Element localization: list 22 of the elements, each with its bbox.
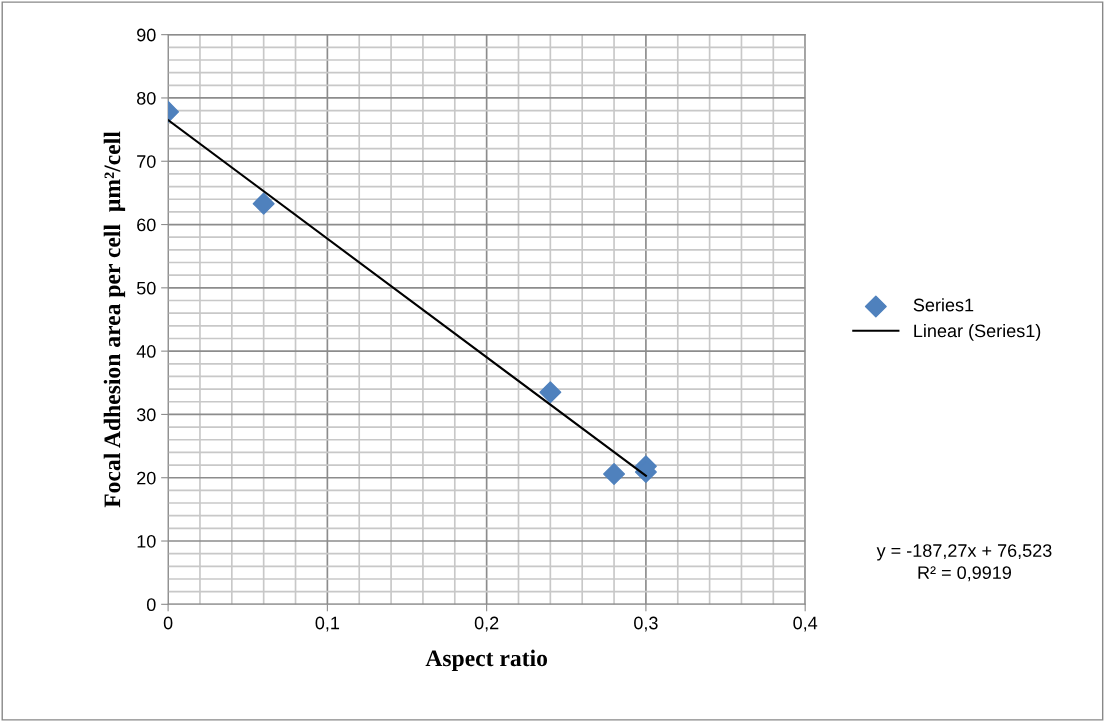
y-tick-label: 60 (137, 218, 156, 232)
legend-label: Linear (Series1) (914, 324, 1041, 341)
x-tick-label: 0 (163, 616, 173, 630)
x-axis-title: Aspect ratio (425, 649, 548, 672)
y-tick-label: 20 (137, 471, 156, 485)
y-tick-label: 90 (137, 28, 156, 42)
y-tick-label: 30 (136, 408, 156, 422)
x-tick-label: 0,1 (315, 616, 340, 632)
y-tick-label: 10 (137, 534, 156, 548)
x-tick-label: 0,4 (793, 616, 818, 632)
x-tick-label: 0,3 (634, 616, 658, 632)
y-axis-title: Focal Adhesion area per cell µm²/cell (103, 131, 126, 508)
x-tick-label: 0,2 (474, 616, 499, 632)
text: y = -187,27x + 76,523 R² = 0,9919 (876, 544, 1052, 582)
y-tick-label: 80 (137, 91, 156, 105)
y-tick-label: 0 (146, 598, 156, 612)
point (603, 462, 626, 485)
y-tick-label: 40 (136, 345, 156, 358)
y-tick-label: 50 (136, 281, 156, 295)
legend-label: Series1 (913, 298, 974, 312)
y-tick-label: 70 (137, 155, 156, 168)
point (539, 381, 562, 404)
